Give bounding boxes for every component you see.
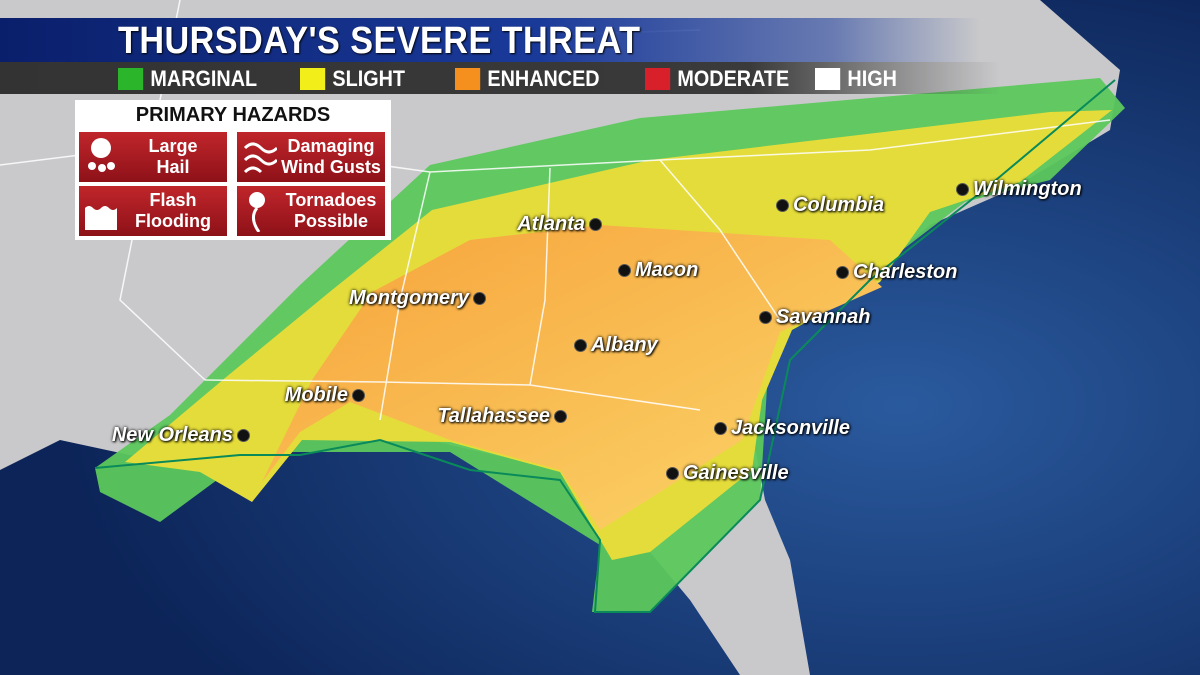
city-dot-icon (574, 339, 587, 352)
city-columbia: Columbia (776, 194, 884, 217)
coast-outline (94, 79, 1116, 613)
city-charleston: Charleston (836, 261, 957, 284)
city-tallahassee: Tallahassee (437, 405, 567, 428)
city-albany: Albany (574, 334, 658, 357)
city-label: Gainesville (683, 462, 789, 484)
hazards-title: PRIMARY HAZARDS (135, 104, 331, 126)
city-dot-icon (836, 266, 849, 279)
city-dot-icon (759, 311, 772, 324)
legend-swatch (300, 68, 326, 90)
city-macon: Macon (618, 259, 698, 282)
city-dot-icon (956, 183, 969, 196)
city-label: Columbia (793, 194, 885, 216)
wind-icon (243, 142, 277, 174)
city-label: Montgomery (349, 287, 469, 309)
city-gainesville: Gainesville (666, 462, 789, 485)
hazard-label: Possible (293, 211, 369, 231)
tornado-icon (249, 192, 265, 232)
city-mobile: Mobile (285, 384, 365, 407)
hazard-label: Large (148, 136, 198, 156)
legend-label: MARGINAL (150, 66, 258, 91)
city-dot-icon (666, 467, 679, 480)
hazard-label: Flooding (135, 211, 211, 231)
legend-swatch (118, 68, 144, 90)
city-wilmington: Wilmington (956, 178, 1082, 201)
city-label: Tallahassee (437, 405, 550, 427)
city-atlanta: Atlanta (517, 213, 602, 236)
city-label: Atlanta (517, 213, 585, 235)
city-dot-icon (554, 410, 567, 423)
hazard-label: Hail (156, 157, 190, 177)
hazard-label: Damaging (287, 136, 375, 156)
flood-icon (85, 206, 117, 230)
primary-hazards-panel: PRIMARY HAZARDS Large Hail Damaging Wind G… (75, 100, 391, 240)
legend-item-high: HIGH (815, 66, 897, 92)
title-banner (0, 18, 980, 62)
city-label: Wilmington (973, 178, 1082, 200)
page-title: THURSDAY'S SEVERE THREAT (118, 20, 641, 62)
legend-swatch (815, 68, 841, 90)
legend-item-moderate: MODERATE (645, 66, 789, 92)
enhanced-risk-area (262, 225, 882, 530)
city-savannah: Savannah (759, 306, 870, 329)
city-dot-icon (776, 199, 789, 212)
hazard-flash-flooding: Flash Flooding (79, 186, 227, 236)
legend-item-marginal: MARGINAL (118, 66, 257, 92)
hazard-large-hail: Large Hail (79, 132, 227, 182)
legend-item-slight: SLIGHT (300, 66, 405, 92)
hazard-label: Tornadoes (285, 190, 377, 210)
legend-swatch (455, 68, 481, 90)
hazard-tornadoes: Tornadoes Possible (237, 186, 385, 236)
city-label: New Orleans (111, 424, 233, 446)
city-dot-icon (714, 422, 727, 435)
city-label: Macon (635, 259, 699, 281)
hazard-damaging-wind: Damaging Wind Gusts (237, 132, 385, 182)
city-new-orleans: New Orleans (112, 424, 250, 447)
city-dot-icon (352, 389, 365, 402)
city-dot-icon (618, 264, 631, 277)
legend-item-enhanced: ENHANCED (455, 66, 600, 92)
city-label: Mobile (284, 384, 348, 406)
city-dot-icon (589, 218, 602, 231)
hazard-label: Wind Gusts (281, 157, 381, 177)
legend-label: MODERATE (677, 66, 790, 91)
legend-label: HIGH (847, 66, 897, 91)
city-dot-icon (237, 429, 250, 442)
legend-swatch (645, 68, 671, 90)
city-label: Jacksonville (731, 417, 850, 439)
hazard-label: Flash (149, 190, 197, 210)
city-jacksonville: Jacksonville (714, 417, 850, 440)
hail-icon (88, 138, 115, 172)
legend-label: ENHANCED (487, 66, 600, 91)
city-label: Albany (591, 334, 658, 356)
city-label: Charleston (853, 261, 958, 283)
legend-label: SLIGHT (332, 66, 406, 91)
city-montgomery: Montgomery (349, 287, 486, 310)
city-dot-icon (473, 292, 486, 305)
city-label: Savannah (776, 306, 871, 328)
